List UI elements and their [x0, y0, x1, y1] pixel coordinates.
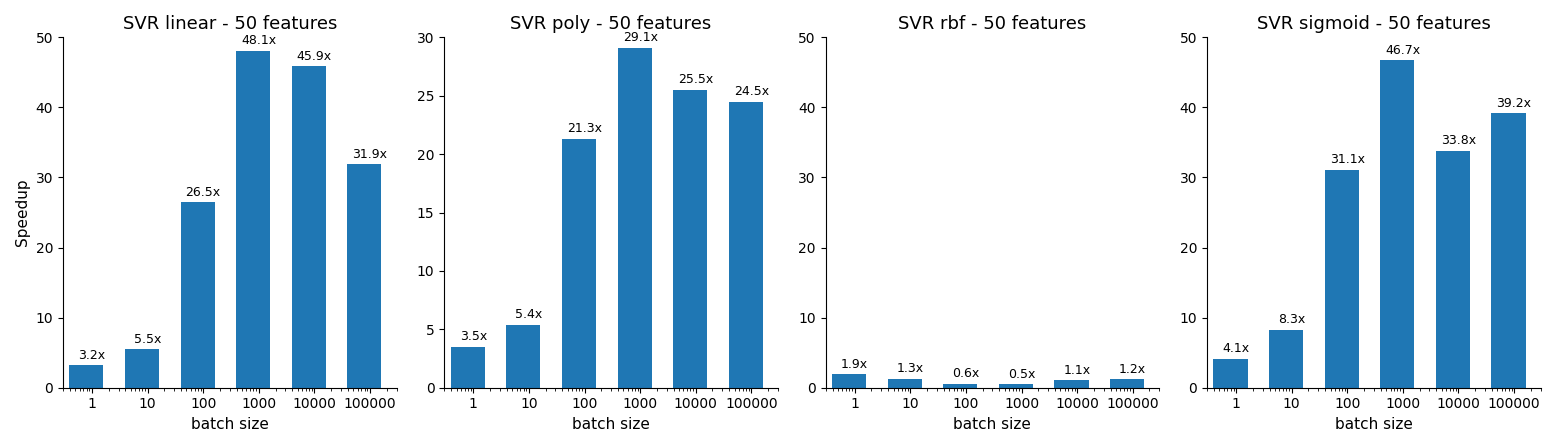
Bar [729, 101, 763, 388]
Bar [943, 384, 977, 388]
Bar [1491, 113, 1525, 388]
Bar [1213, 359, 1247, 388]
Bar [1325, 170, 1358, 388]
Bar [451, 347, 485, 388]
Bar [1269, 329, 1303, 388]
Bar [506, 325, 540, 388]
X-axis label: batch size: batch size [573, 417, 649, 432]
Text: 4.1x: 4.1x [1222, 342, 1250, 355]
Bar [562, 139, 596, 388]
Bar [618, 48, 651, 388]
Bar [888, 379, 921, 388]
Bar [348, 164, 381, 388]
Bar [236, 51, 270, 388]
Bar [1436, 151, 1470, 388]
Bar [1380, 60, 1414, 388]
Text: 29.1x: 29.1x [623, 31, 657, 44]
X-axis label: batch size: batch size [190, 417, 268, 432]
X-axis label: batch size: batch size [954, 417, 1032, 432]
Text: 26.5x: 26.5x [186, 186, 220, 198]
Text: 0.6x: 0.6x [952, 367, 980, 380]
Text: 45.9x: 45.9x [297, 50, 332, 63]
Text: 3.2x: 3.2x [78, 349, 106, 362]
Text: 33.8x: 33.8x [1441, 135, 1477, 148]
Text: 24.5x: 24.5x [734, 85, 770, 98]
Y-axis label: Speedup: Speedup [16, 179, 30, 246]
Text: 1.3x: 1.3x [896, 362, 924, 375]
Bar [832, 375, 866, 388]
Text: 5.4x: 5.4x [515, 308, 543, 321]
Text: 39.2x: 39.2x [1497, 97, 1531, 110]
Text: 3.5x: 3.5x [459, 330, 487, 343]
Text: 46.7x: 46.7x [1385, 44, 1421, 57]
Title: SVR sigmoid - 50 features: SVR sigmoid - 50 features [1257, 15, 1491, 33]
Bar [673, 90, 707, 388]
Text: 8.3x: 8.3x [1278, 313, 1305, 326]
Bar [1110, 380, 1144, 388]
Text: 5.5x: 5.5x [134, 333, 161, 346]
Text: 0.5x: 0.5x [1008, 368, 1035, 381]
Text: 1.1x: 1.1x [1063, 363, 1091, 376]
Bar [181, 202, 215, 388]
Bar [999, 384, 1033, 388]
Bar [125, 349, 159, 388]
Bar [1055, 380, 1088, 388]
Text: 1.9x: 1.9x [841, 358, 868, 371]
Title: SVR linear - 50 features: SVR linear - 50 features [122, 15, 337, 33]
X-axis label: batch size: batch size [1335, 417, 1413, 432]
Text: 48.1x: 48.1x [242, 34, 276, 47]
Title: SVR poly - 50 features: SVR poly - 50 features [510, 15, 712, 33]
Bar [292, 66, 326, 388]
Bar [69, 365, 103, 388]
Text: 21.3x: 21.3x [567, 122, 603, 135]
Title: SVR rbf - 50 features: SVR rbf - 50 features [898, 15, 1086, 33]
Text: 31.1x: 31.1x [1330, 153, 1364, 166]
Text: 25.5x: 25.5x [677, 73, 713, 86]
Text: 1.2x: 1.2x [1119, 363, 1146, 376]
Text: 31.9x: 31.9x [353, 148, 387, 160]
